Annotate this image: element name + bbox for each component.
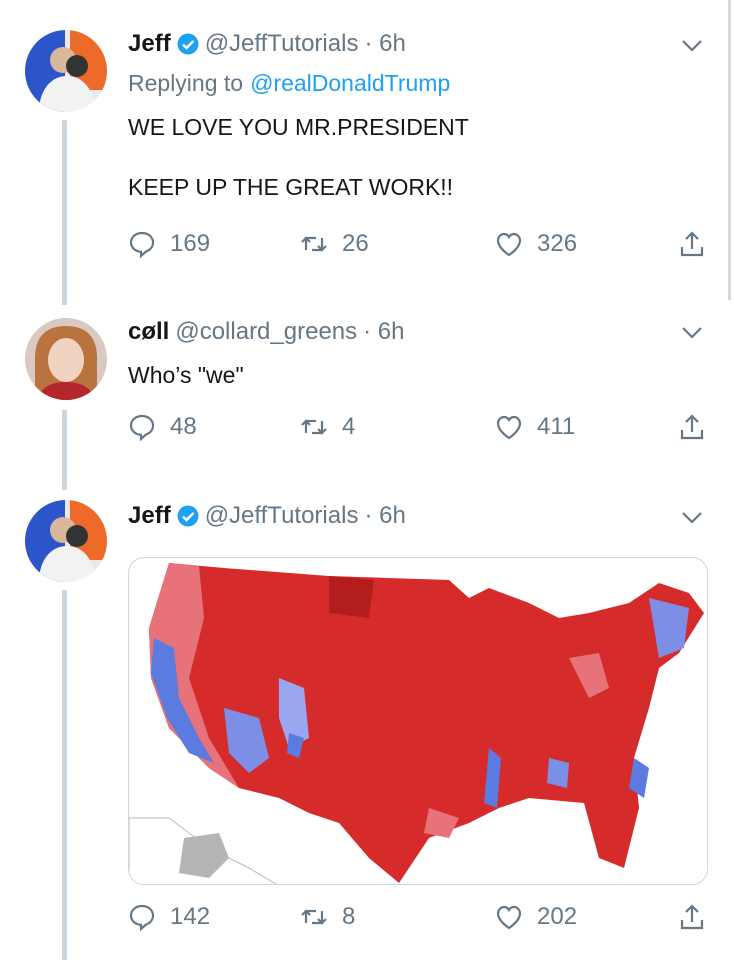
share-icon (680, 904, 704, 930)
reply-icon (129, 904, 155, 931)
like-count: 202 (537, 903, 578, 930)
avatar[interactable] (25, 500, 107, 582)
avatar[interactable] (25, 318, 107, 400)
share-icon (680, 414, 704, 440)
like-icon (496, 415, 522, 440)
retweet-button[interactable]: 4 (300, 413, 355, 441)
like-button[interactable]: 411 (495, 413, 575, 441)
author-name[interactable]: cøll (128, 318, 170, 345)
author-name[interactable]: Jeff (128, 502, 171, 529)
like-button[interactable]: 202 (495, 903, 577, 931)
author-handle[interactable]: @collard_greens (175, 318, 358, 345)
chevron-down-icon[interactable] (680, 320, 704, 344)
author-handle[interactable]: @JeffTutorials (204, 30, 359, 57)
reply-button[interactable]: 142 (128, 903, 210, 931)
share-button[interactable] (678, 230, 706, 258)
avatar[interactable] (25, 30, 107, 112)
retweet-icon (300, 909, 328, 925)
reply-button[interactable]: 48 (128, 413, 197, 441)
chevron-down-icon[interactable] (680, 33, 704, 57)
tweet-text: Who’s "we" (128, 362, 244, 388)
verified-badge-icon (176, 33, 199, 55)
retweet-button[interactable]: 8 (300, 903, 355, 931)
retweet-icon (300, 236, 328, 252)
verified-badge-icon (176, 505, 199, 527)
replying-to-link[interactable]: @realDonaldTrump (250, 70, 451, 96)
reply-button[interactable]: 169 (128, 230, 210, 258)
retweet-count: 4 (342, 413, 356, 440)
timestamp[interactable]: · 6h (364, 502, 406, 529)
like-count: 411 (537, 413, 576, 440)
share-icon (680, 231, 704, 257)
timestamp[interactable]: · 6h (363, 318, 405, 345)
scrollbar[interactable] (728, 0, 731, 300)
retweet-button[interactable]: 26 (300, 230, 369, 258)
retweet-count: 26 (342, 230, 369, 257)
like-count: 326 (537, 230, 578, 257)
retweet-icon (300, 419, 328, 435)
like-icon (496, 905, 522, 930)
reply-count: 48 (170, 413, 197, 440)
author-handle[interactable]: @JeffTutorials (204, 502, 359, 529)
tweet-image-election-map[interactable] (128, 557, 708, 885)
share-button[interactable] (678, 903, 706, 931)
reply-count: 142 (170, 903, 211, 930)
author-name[interactable]: Jeff (128, 30, 171, 57)
replying-label: Replying to (128, 70, 244, 96)
reply-icon (129, 414, 155, 441)
like-icon (496, 232, 522, 257)
tweet-text: WE LOVE YOU MR.PRESIDENT KEEP UP THE GRE… (128, 114, 469, 200)
chevron-down-icon[interactable] (680, 505, 704, 529)
share-button[interactable] (678, 413, 706, 441)
like-button[interactable]: 326 (495, 230, 577, 258)
reply-count: 169 (170, 230, 211, 257)
thread-line (62, 120, 67, 305)
timestamp[interactable]: · 6h (364, 30, 406, 57)
thread-line (62, 590, 67, 960)
thread-line (62, 410, 67, 490)
reply-icon (129, 231, 155, 258)
retweet-count: 8 (342, 903, 356, 930)
